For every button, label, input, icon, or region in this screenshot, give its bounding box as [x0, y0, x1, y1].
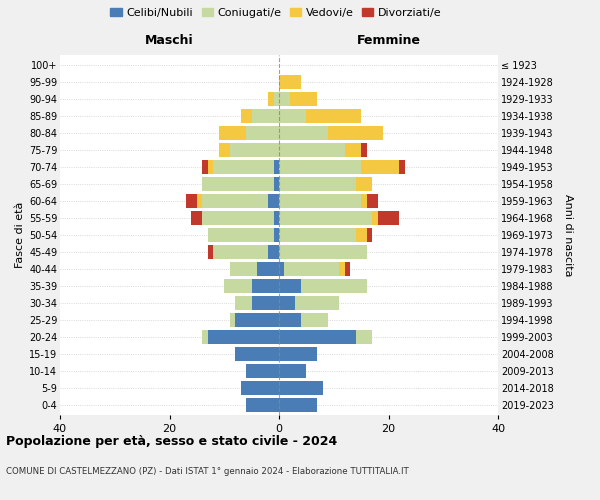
Bar [345, 262, 350, 276]
Bar [241, 109, 251, 123]
Bar [219, 126, 246, 140]
Text: Femmine: Femmine [0, 499, 1, 500]
Bar [186, 194, 197, 208]
Bar [235, 313, 279, 327]
Bar [279, 398, 317, 412]
Bar [361, 143, 367, 157]
Bar [202, 194, 268, 208]
Bar [257, 262, 279, 276]
Bar [279, 177, 356, 191]
Bar [284, 262, 339, 276]
Y-axis label: Anni di nascita: Anni di nascita [563, 194, 573, 276]
Bar [279, 330, 356, 344]
Bar [279, 126, 328, 140]
Bar [356, 177, 372, 191]
Bar [367, 228, 372, 242]
Bar [301, 279, 367, 293]
Text: Maschi: Maschi [0, 499, 1, 500]
Bar [356, 330, 372, 344]
Bar [235, 347, 279, 361]
Bar [235, 296, 251, 310]
Bar [279, 296, 295, 310]
Bar [246, 364, 279, 378]
Bar [274, 160, 279, 174]
Bar [356, 228, 367, 242]
Bar [214, 245, 268, 259]
Bar [279, 381, 323, 395]
Bar [202, 160, 208, 174]
Bar [251, 279, 279, 293]
Bar [251, 296, 279, 310]
Bar [202, 330, 208, 344]
Bar [307, 109, 361, 123]
Bar [328, 126, 383, 140]
Bar [230, 262, 257, 276]
Bar [268, 245, 279, 259]
Bar [274, 177, 279, 191]
Bar [219, 143, 230, 157]
Bar [279, 262, 284, 276]
Bar [208, 245, 214, 259]
Bar [361, 160, 400, 174]
Bar [279, 211, 372, 225]
Bar [301, 313, 328, 327]
Bar [279, 228, 356, 242]
Bar [208, 330, 279, 344]
Bar [274, 228, 279, 242]
Bar [279, 109, 307, 123]
Bar [241, 381, 279, 395]
Bar [246, 126, 279, 140]
Legend: Celibi/Nubili, Coniugati/e, Vedovi/e, Divorziati/e: Celibi/Nubili, Coniugati/e, Vedovi/e, Di… [110, 8, 442, 18]
Bar [279, 245, 367, 259]
Y-axis label: Fasce di età: Fasce di età [14, 202, 25, 268]
Bar [230, 313, 235, 327]
Bar [279, 364, 307, 378]
Bar [279, 92, 290, 106]
Text: COMUNE DI CASTELMEZZANO (PZ) - Dati ISTAT 1° gennaio 2024 - Elaborazione TUTTITA: COMUNE DI CASTELMEZZANO (PZ) - Dati ISTA… [6, 468, 409, 476]
Text: Maschi: Maschi [145, 34, 194, 48]
Bar [213, 160, 274, 174]
Bar [268, 92, 274, 106]
Bar [400, 160, 405, 174]
Bar [274, 211, 279, 225]
Bar [268, 194, 279, 208]
Bar [279, 347, 317, 361]
Bar [279, 279, 301, 293]
Bar [377, 211, 400, 225]
Bar [224, 279, 251, 293]
Bar [191, 211, 202, 225]
Bar [246, 398, 279, 412]
Bar [230, 143, 279, 157]
Text: Femmine: Femmine [356, 34, 421, 48]
Bar [202, 177, 274, 191]
Bar [279, 313, 301, 327]
Bar [367, 194, 377, 208]
Bar [208, 228, 274, 242]
Bar [279, 194, 361, 208]
Bar [279, 143, 345, 157]
Bar [197, 194, 202, 208]
Bar [274, 92, 279, 106]
Bar [202, 211, 274, 225]
Bar [345, 143, 361, 157]
Bar [279, 75, 301, 89]
Bar [339, 262, 345, 276]
Bar [208, 160, 214, 174]
Bar [372, 211, 377, 225]
Bar [279, 160, 361, 174]
Bar [295, 296, 339, 310]
Bar [251, 109, 279, 123]
Bar [361, 194, 367, 208]
Bar [290, 92, 317, 106]
Text: Popolazione per età, sesso e stato civile - 2024: Popolazione per età, sesso e stato civil… [6, 435, 337, 448]
